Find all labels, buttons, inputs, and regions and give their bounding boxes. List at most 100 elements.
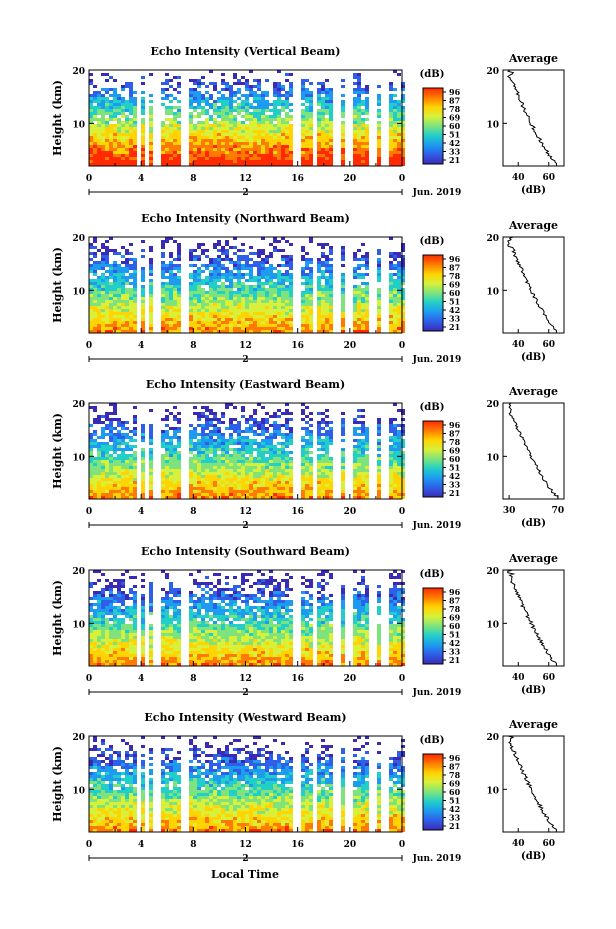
colorbar-tick-label: 33 bbox=[449, 647, 461, 657]
shared-xlabel: Local Time bbox=[211, 868, 279, 881]
day-label: 2 bbox=[242, 355, 248, 365]
x-tick-label: 4 bbox=[138, 840, 144, 850]
x-tick-label: 0 bbox=[399, 341, 405, 351]
colorbar-tick-label: 21 bbox=[449, 655, 460, 665]
average-profile: Average 20 10 30 70 (dB) bbox=[486, 385, 565, 529]
panel-3: Echo Intensity (Eastward Beam)2010Height… bbox=[51, 378, 565, 531]
colorbar-tick-label: 69 bbox=[449, 280, 461, 290]
day-label: 2 bbox=[242, 688, 248, 698]
average-profile: Average 20 10 40 60 (dB) bbox=[486, 552, 565, 696]
average-frame bbox=[502, 69, 565, 167]
colorbar-tick-label: 21 bbox=[449, 488, 460, 498]
x-tick-label: 0 bbox=[86, 507, 92, 517]
avg-y-tick-label: 10 bbox=[486, 453, 499, 463]
colorbar-tick-label: 78 bbox=[449, 437, 461, 447]
x-tick-label: 12 bbox=[239, 674, 252, 684]
average-title: Average bbox=[508, 219, 558, 232]
x-tick-label: 0 bbox=[399, 840, 405, 850]
average-frame bbox=[502, 569, 565, 667]
colorbar-tick-label: 69 bbox=[449, 446, 461, 456]
x-tick-label: 20 bbox=[344, 174, 357, 184]
heatmap bbox=[89, 237, 405, 333]
avg-x-tick-label: 40 bbox=[512, 673, 525, 683]
avg-y-tick-label: 20 bbox=[486, 67, 499, 77]
colorbar-unit: (dB) bbox=[420, 569, 445, 580]
average-frame bbox=[502, 402, 565, 500]
colorbar-tick-label: 33 bbox=[449, 314, 461, 324]
colorbar-tick-label: 96 bbox=[449, 420, 461, 430]
colorbar-tick-label: 33 bbox=[449, 147, 461, 157]
x-tick-label: 0 bbox=[399, 674, 405, 684]
colorbar-tick-label: 96 bbox=[449, 753, 461, 763]
average-frame bbox=[502, 236, 565, 334]
colorbar-unit: (dB) bbox=[420, 236, 445, 247]
average-frame bbox=[502, 735, 565, 833]
colorbar-tick-label: 51 bbox=[449, 463, 460, 473]
colorbar-tick-label: 69 bbox=[449, 613, 461, 623]
y-tick-label: 20 bbox=[72, 234, 85, 244]
x-tick-label: 4 bbox=[138, 674, 144, 684]
y-tick-label: 10 bbox=[72, 287, 85, 297]
average-profile-line bbox=[506, 69, 557, 166]
colorbar bbox=[422, 753, 444, 831]
colorbar-unit: (dB) bbox=[420, 402, 445, 413]
avg-y-tick-label: 20 bbox=[486, 567, 499, 577]
y-axis-label: Height (km) bbox=[51, 746, 64, 822]
x-tick-label: 0 bbox=[86, 840, 92, 850]
colorbar-tick-label: 42 bbox=[449, 638, 460, 648]
panel-title: Echo Intensity (Southward Beam) bbox=[141, 545, 350, 558]
avg-x-tick-label: 40 bbox=[512, 340, 525, 350]
avg-y-tick-label: 10 bbox=[486, 786, 499, 796]
colorbar-tick-label: 42 bbox=[449, 804, 460, 814]
average-profile-line bbox=[507, 735, 557, 832]
date-label: Jun. 2019 bbox=[412, 188, 462, 198]
avg-x-tick-label: 60 bbox=[542, 340, 555, 350]
heatmap bbox=[89, 403, 405, 499]
colorbar bbox=[422, 87, 444, 165]
colorbar-unit: (dB) bbox=[420, 69, 445, 80]
average-profile: Average 20 10 40 60 (dB) bbox=[486, 52, 565, 196]
colorbar-tick-label: 60 bbox=[449, 121, 461, 131]
colorbar bbox=[422, 587, 444, 665]
colorbar-tick-label: 33 bbox=[449, 813, 461, 823]
colorbar-tick-label: 42 bbox=[449, 138, 460, 148]
y-tick-label: 20 bbox=[72, 733, 85, 743]
colorbar-tick-label: 78 bbox=[449, 104, 461, 114]
y-tick-label: 10 bbox=[72, 620, 85, 630]
panel-title: Echo Intensity (Northward Beam) bbox=[141, 212, 350, 225]
date-label: Jun. 2019 bbox=[412, 688, 462, 698]
avg-x-label: (dB) bbox=[521, 851, 546, 862]
colorbar-tick-label: 60 bbox=[449, 454, 461, 464]
avg-x-tick-label: 60 bbox=[542, 673, 555, 683]
colorbar-tick-label: 87 bbox=[449, 429, 460, 439]
x-tick-label: 0 bbox=[399, 174, 405, 184]
y-tick-label: 10 bbox=[72, 120, 85, 130]
panel-1: Echo Intensity (Vertical Beam)2010Height… bbox=[51, 45, 565, 198]
colorbar-tick-label: 42 bbox=[449, 471, 460, 481]
heatmap bbox=[89, 736, 405, 832]
panel-4: Echo Intensity (Southward Beam)2010Heigh… bbox=[51, 545, 565, 698]
colorbar-unit: (dB) bbox=[420, 735, 445, 746]
date-label: Jun. 2019 bbox=[412, 521, 462, 531]
average-profile: Average 20 10 40 60 (dB) bbox=[486, 718, 565, 862]
x-tick-label: 8 bbox=[190, 174, 196, 184]
x-tick-label: 0 bbox=[86, 341, 92, 351]
y-axis-label: Height (km) bbox=[51, 247, 64, 323]
x-tick-label: 16 bbox=[291, 341, 304, 351]
average-profile-line bbox=[507, 569, 557, 666]
y-tick-label: 20 bbox=[72, 400, 85, 410]
colorbar-tick-label: 96 bbox=[449, 87, 461, 97]
x-tick-label: 20 bbox=[344, 674, 357, 684]
colorbar-tick-label: 69 bbox=[449, 779, 461, 789]
x-tick-label: 12 bbox=[239, 341, 252, 351]
colorbar-tick-label: 21 bbox=[449, 155, 460, 165]
x-tick-label: 8 bbox=[190, 674, 196, 684]
colorbar-tick-label: 60 bbox=[449, 787, 461, 797]
y-axis-label: Height (km) bbox=[51, 413, 64, 489]
x-tick-label: 20 bbox=[344, 507, 357, 517]
colorbar-tick-label: 78 bbox=[449, 770, 461, 780]
colorbar-tick-label: 51 bbox=[449, 630, 460, 640]
y-axis-label: Height (km) bbox=[51, 80, 64, 156]
colorbar-tick-label: 96 bbox=[449, 254, 461, 264]
colorbar-tick-label: 60 bbox=[449, 288, 461, 298]
